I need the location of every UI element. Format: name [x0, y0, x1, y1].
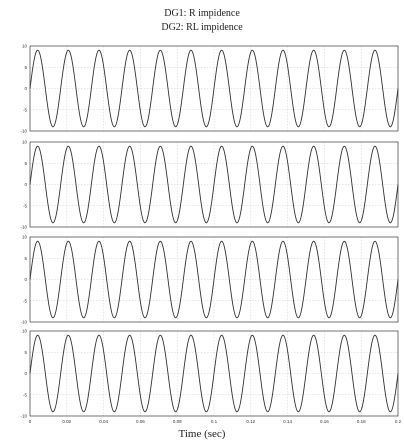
y-tick-label: 10 — [22, 44, 28, 49]
y-tick-label: 10 — [22, 140, 28, 145]
x-tick-label: 0.02 — [62, 419, 71, 424]
y-tick-label: 10 — [22, 235, 28, 240]
y-tick-label: 0 — [24, 277, 27, 282]
x-tick-label: 0.08 — [173, 419, 182, 424]
y-tick-label: -10 — [20, 129, 27, 134]
y-tick-label: 5 — [24, 350, 27, 355]
y-tick-label: -10 — [20, 225, 27, 230]
y-tick-label: 10 — [22, 329, 28, 334]
y-tick-label: 0 — [24, 86, 27, 91]
x-tick-label: 0.1 — [211, 419, 218, 424]
series-line — [29, 334, 399, 413]
y-tick-label: -5 — [23, 298, 27, 303]
x-tick-label: 0.16 — [320, 419, 329, 424]
x-tick-label: 0.06 — [136, 419, 145, 424]
x-tick-label: 0.18 — [357, 419, 366, 424]
y-tick-label: -10 — [20, 320, 27, 325]
chart-title-line-2: DG2: RL impidence — [161, 22, 243, 33]
x-tick-label: 0.14 — [283, 419, 292, 424]
series-line — [29, 240, 399, 319]
y-tick-label: -5 — [23, 392, 27, 397]
x-tick-label: 0.04 — [99, 419, 108, 424]
y-tick-label: 5 — [24, 256, 27, 261]
series-line — [29, 145, 399, 224]
y-tick-label: 0 — [24, 182, 27, 187]
y-tick-label: -5 — [23, 203, 27, 208]
x-axis-label: Time (sec) — [178, 428, 226, 440]
series-line — [29, 49, 399, 128]
y-tick-label: 0 — [24, 371, 27, 376]
x-tick-label: 0 — [29, 419, 32, 424]
chart-title-line-1: DG1: R impidence — [164, 8, 240, 19]
y-tick-label: -10 — [20, 414, 27, 419]
x-tick-label: 0.12 — [246, 419, 255, 424]
x-tick-label: 0.2 — [395, 419, 402, 424]
y-tick-label: 5 — [24, 161, 27, 166]
y-tick-label: 5 — [24, 65, 27, 70]
y-tick-label: -5 — [23, 107, 27, 112]
